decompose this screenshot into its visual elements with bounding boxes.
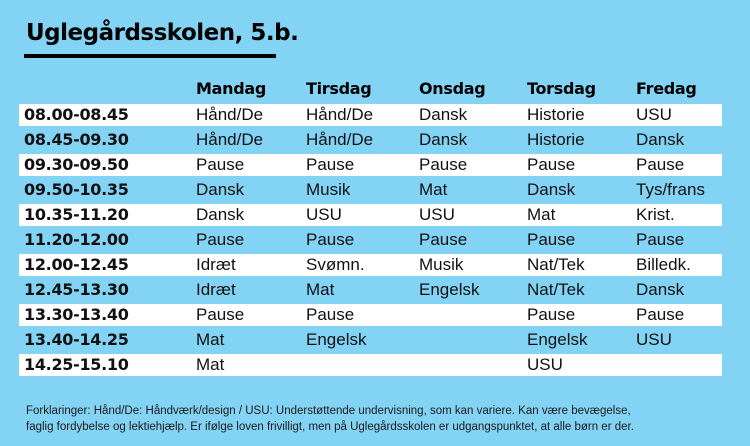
time-slot: 09.30-09.50 <box>24 155 129 174</box>
lesson-cell: Mat <box>527 205 556 224</box>
lesson-cell: Dansk <box>196 180 245 199</box>
table-row: 08.00-08.45 Hånd/De Hånd/De Dansk Histor… <box>19 104 722 126</box>
lesson-cell: Pause <box>527 155 576 174</box>
table-row: 09.50-10.35 Dansk Musik Mat Dansk Tys/fr… <box>19 179 722 201</box>
time-slot: 08.00-08.45 <box>24 105 129 124</box>
table-row: 10.35-11.20 Dansk USU USU Mat Krist. <box>19 204 722 226</box>
lesson-cell: Pause <box>196 305 245 324</box>
lesson-cell: Mat <box>306 280 335 299</box>
lesson-cell: USU <box>306 205 342 224</box>
table-row: 12.00-12.45 Idræt Svømn. Musik Nat/Tek B… <box>19 254 722 276</box>
lesson-cell: Svømn. <box>306 255 365 274</box>
lesson-cell: Dansk <box>527 180 576 199</box>
lesson-cell: Hånd/De <box>306 105 374 124</box>
lesson-cell: Pause <box>527 305 576 324</box>
lesson-cell: USU <box>419 205 455 224</box>
lesson-cell: Krist. <box>636 205 675 224</box>
lesson-cell: Pause <box>636 305 685 324</box>
time-slot: 08.45-09.30 <box>24 130 129 149</box>
lesson-cell: Pause <box>306 155 355 174</box>
lesson-cell: Musik <box>306 180 351 199</box>
header-monday: Mandag <box>196 79 267 98</box>
lesson-cell: Pause <box>636 230 685 249</box>
lesson-cell: Nat/Tek <box>527 280 585 299</box>
lesson-cell: Pause <box>419 230 468 249</box>
table-row: 13.30-13.40 Pause Pause Pause Pause <box>19 304 722 326</box>
time-slot: 12.00-12.45 <box>24 255 129 274</box>
lesson-cell: Idræt <box>196 280 236 299</box>
lesson-cell: Historie <box>527 105 585 124</box>
lesson-cell: Dansk <box>636 280 685 299</box>
table-row: 08.45-09.30 Hånd/De Hånd/De Dansk Histor… <box>19 129 722 151</box>
lesson-cell: Pause <box>527 230 576 249</box>
lesson-cell: Billedk. <box>636 255 691 274</box>
lesson-cell: Engelsk <box>306 330 367 349</box>
lesson-cell: Engelsk <box>419 280 480 299</box>
lesson-cell: Tys/frans <box>636 180 705 199</box>
time-slot: 13.30-13.40 <box>24 305 129 324</box>
lesson-cell: Engelsk <box>527 330 588 349</box>
time-slot: 12.45-13.30 <box>24 280 129 299</box>
table-header: Mandag Tirsdag Onsdag Torsdag Fredag <box>19 78 722 100</box>
time-slot: 11.20-12.00 <box>24 230 129 249</box>
header-tuesday: Tirsdag <box>306 79 372 98</box>
lesson-cell: USU <box>636 330 672 349</box>
time-slot: 09.50-10.35 <box>24 180 129 199</box>
time-slot: 14.25-15.10 <box>24 355 129 374</box>
lesson-cell: USU <box>636 105 672 124</box>
lesson-cell: USU <box>527 355 563 374</box>
lesson-cell: Musik <box>419 255 464 274</box>
footnote-line: faglig fordybelse og lektiehjælp. Er ifø… <box>26 421 634 433</box>
time-slot: 13.40-14.25 <box>24 330 129 349</box>
lesson-cell: Dansk <box>196 205 245 224</box>
table-row: 09.30-09.50 Pause Pause Pause Pause Paus… <box>19 154 722 176</box>
lesson-cell: Pause <box>306 230 355 249</box>
lesson-cell: Dansk <box>419 130 468 149</box>
lesson-cell: Pause <box>419 155 468 174</box>
table-row: 14.25-15.10 Mat USU <box>19 354 722 376</box>
lesson-cell: Mat <box>196 330 225 349</box>
table-row: 12.45-13.30 Idræt Mat Engelsk Nat/Tek Da… <box>19 279 722 301</box>
lesson-cell: Pause <box>636 155 685 174</box>
lesson-cell: Hånd/De <box>196 105 264 124</box>
lesson-cell: Pause <box>306 305 355 324</box>
lesson-cell: Historie <box>527 130 585 149</box>
header-friday: Fredag <box>636 79 697 98</box>
lesson-cell: Hånd/De <box>306 130 374 149</box>
time-slot: 10.35-11.20 <box>24 205 129 224</box>
page-title: Uglegårdsskolen, 5.b. <box>26 20 299 46</box>
lesson-cell: Dansk <box>636 130 685 149</box>
lesson-cell: Pause <box>196 230 245 249</box>
header-thursday: Torsdag <box>527 79 596 98</box>
lesson-cell: Nat/Tek <box>527 255 585 274</box>
lesson-cell: Mat <box>196 355 225 374</box>
footnote-line: Forklaringer: Hånd/De: Håndværk/design /… <box>26 405 631 417</box>
lesson-cell: Dansk <box>419 105 468 124</box>
lesson-cell: Pause <box>196 155 245 174</box>
lesson-cell: Hånd/De <box>196 130 264 149</box>
footnote: Forklaringer: Hånd/De: Håndværk/design /… <box>26 403 726 435</box>
header-wednesday: Onsdag <box>419 79 486 98</box>
lesson-cell: Mat <box>419 180 448 199</box>
title-underline <box>24 54 276 58</box>
table-row: 13.40-14.25 Mat Engelsk Engelsk USU <box>19 329 722 351</box>
lesson-cell: Idræt <box>196 255 236 274</box>
table-row: 11.20-12.00 Pause Pause Pause Pause Paus… <box>19 229 722 251</box>
